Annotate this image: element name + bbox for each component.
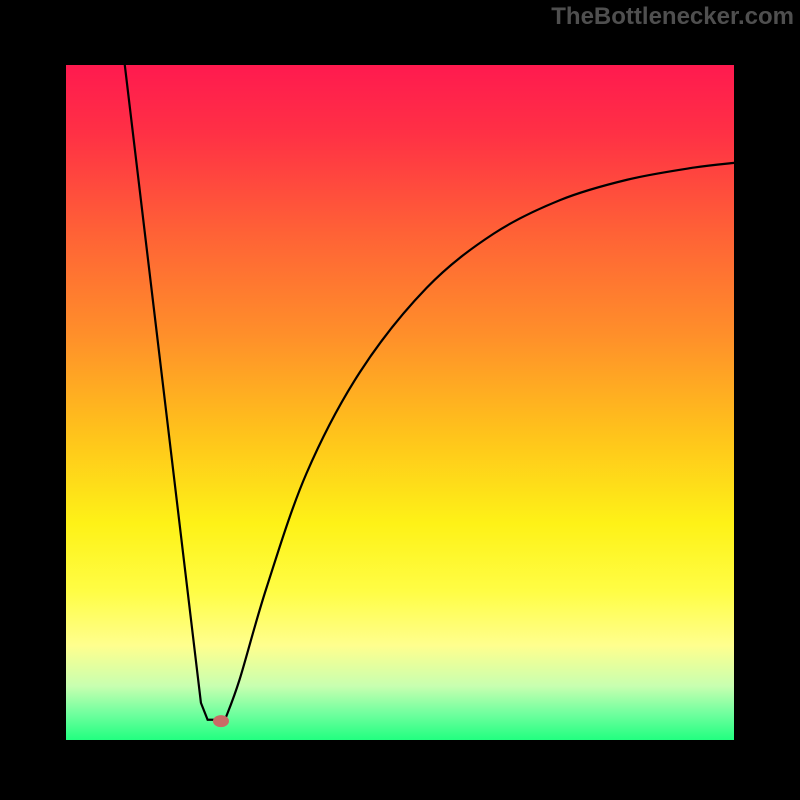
watermark-text: TheBottlenecker.com: [551, 3, 794, 31]
gradient-background: [66, 65, 734, 740]
chart-frame: [33, 32, 767, 773]
